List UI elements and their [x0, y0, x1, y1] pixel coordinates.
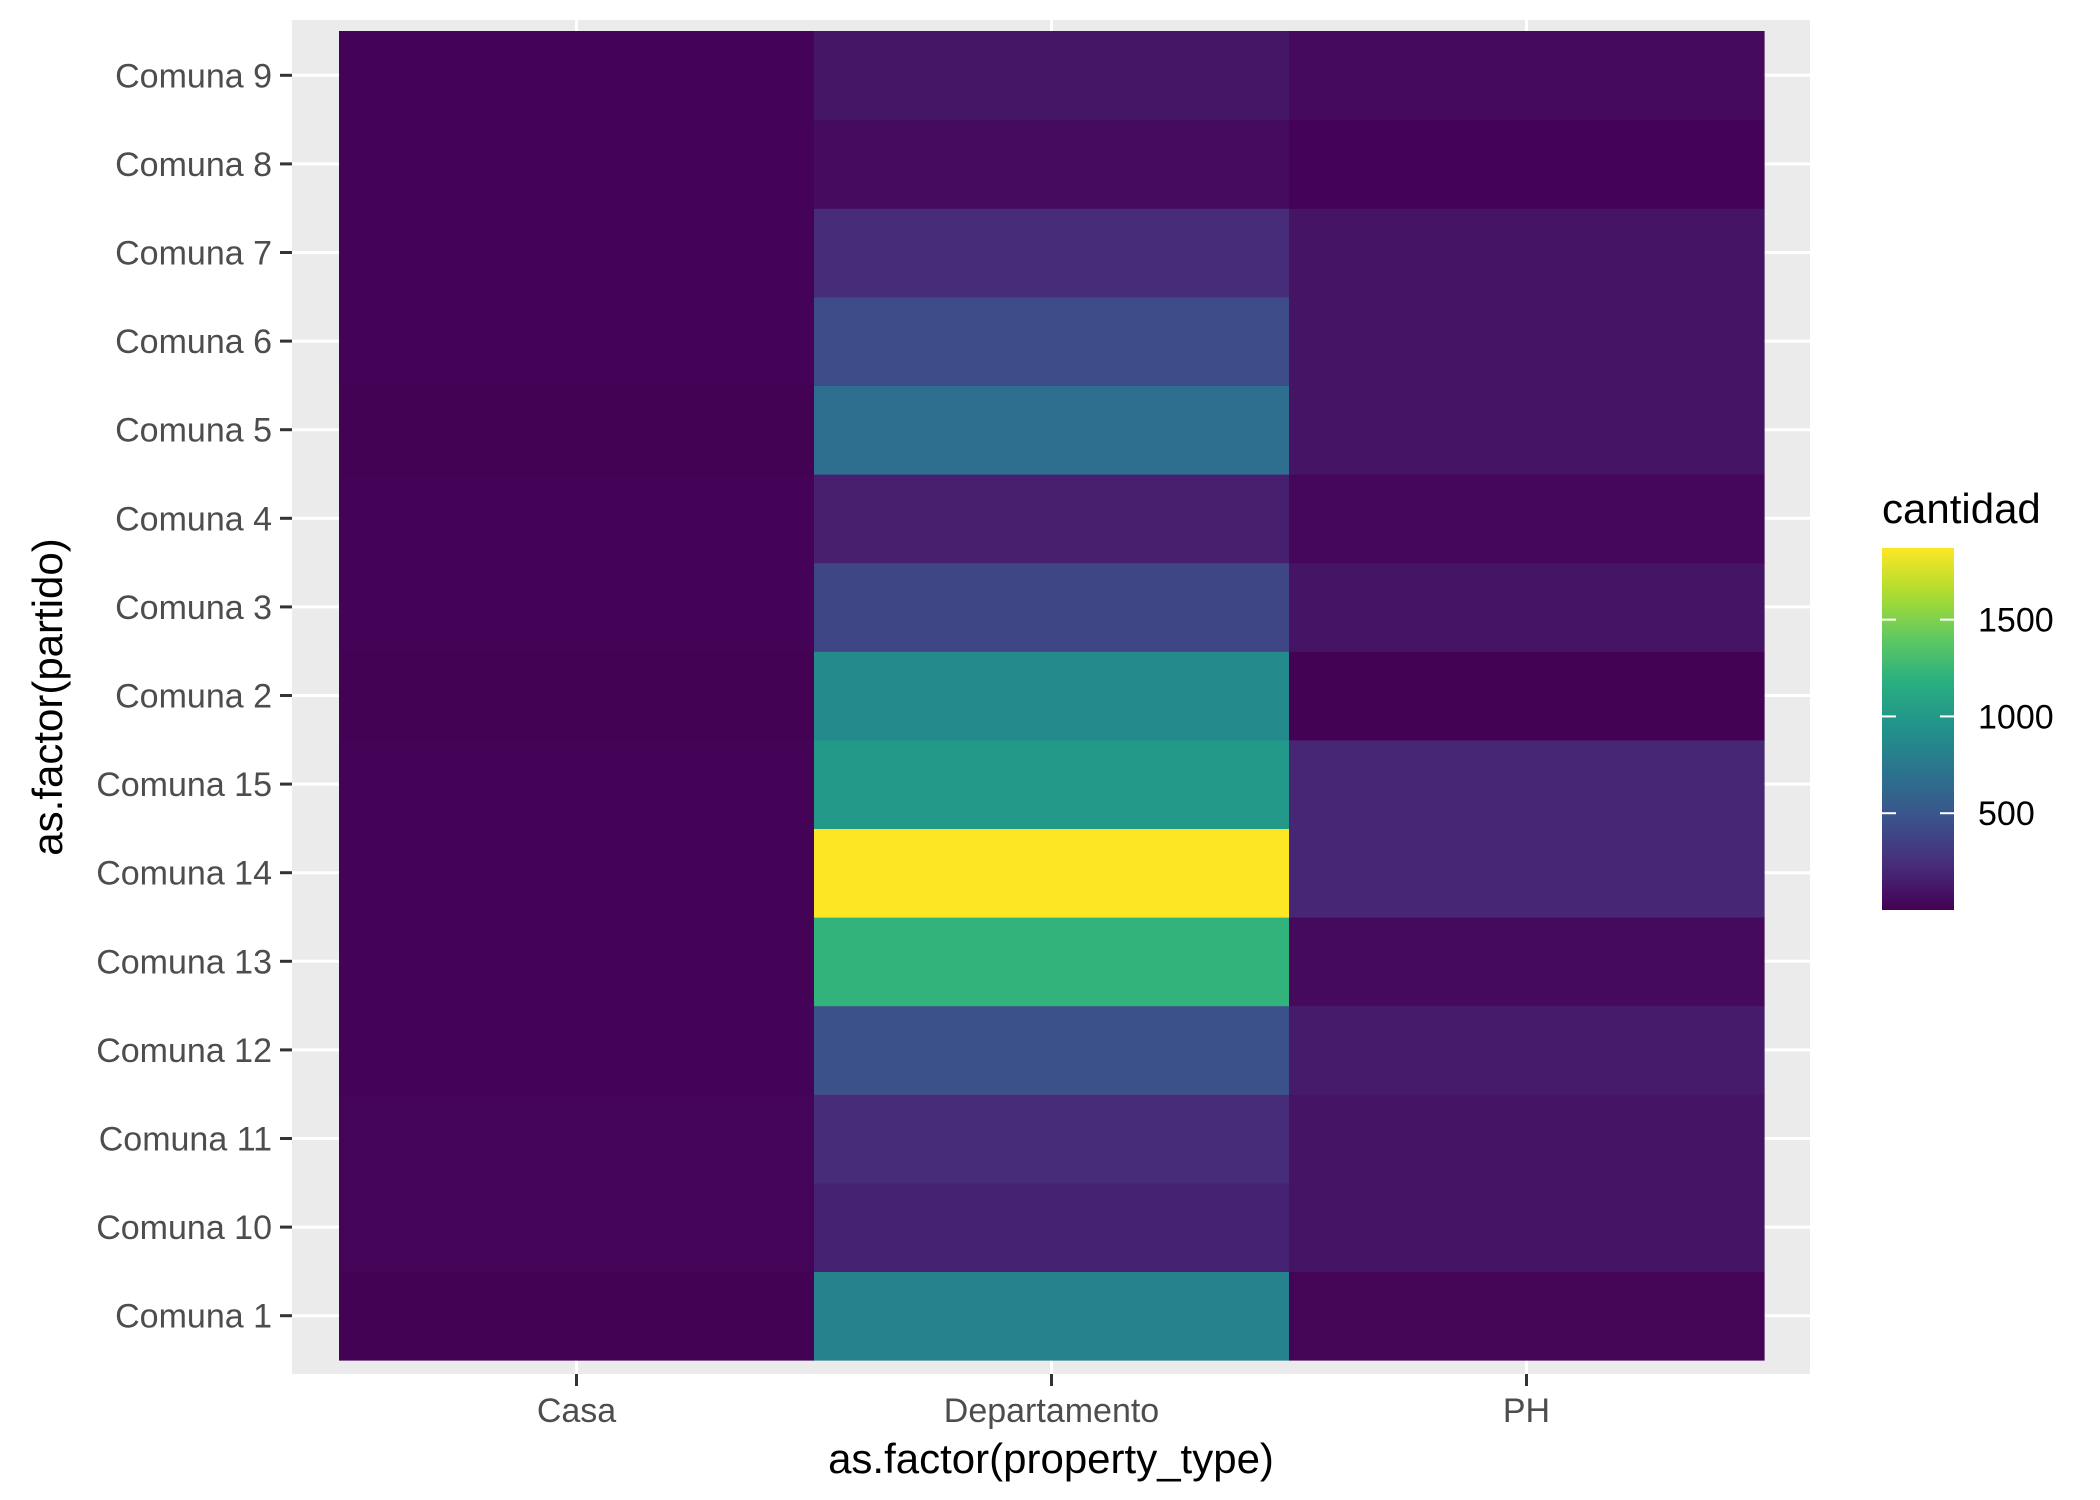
heatmap-tile	[1289, 917, 1765, 1007]
heatmap-tile	[814, 119, 1290, 209]
y-tick-label: Comuna 14	[96, 855, 272, 893]
heatmap-tile	[1289, 296, 1765, 386]
heatmap-tile	[1289, 208, 1765, 298]
heatmap-tile	[339, 1094, 815, 1184]
y-tick-label: Comuna 4	[115, 500, 272, 538]
x-axis: Casa Departamento PH	[537, 1374, 1550, 1430]
heatmap-tile	[814, 208, 1290, 298]
heatmap-tile	[339, 1271, 815, 1361]
legend-tick-label: 1500	[1978, 602, 2054, 640]
heatmap-tile	[814, 562, 1290, 652]
heatmap-tile	[339, 1005, 815, 1095]
y-tick-label: Comuna 7	[115, 235, 272, 273]
heatmap-tile	[339, 651, 815, 741]
heatmap-tile	[339, 739, 815, 829]
x-tick-label: Casa	[537, 1392, 616, 1430]
heatmap-tile	[339, 31, 815, 121]
heatmap-tile	[1289, 119, 1765, 209]
y-tick-label: Comuna 8	[115, 146, 272, 184]
heatmap-tile	[339, 474, 815, 564]
heatmap-tile	[1289, 474, 1765, 564]
heatmap-tile	[1289, 562, 1765, 652]
heatmap-tile	[1289, 385, 1765, 475]
heatmap-tile	[814, 1005, 1290, 1095]
y-tick-label: Comuna 6	[115, 323, 272, 361]
heatmap-tile	[1289, 828, 1765, 918]
heatmap-tile	[339, 1182, 815, 1272]
legend-ticks: 500 1000 1500	[1882, 602, 2054, 833]
heatmap-tile	[1289, 651, 1765, 741]
heatmap-tile	[814, 739, 1290, 829]
y-tick-label: Comuna 3	[115, 589, 272, 627]
heatmap-tile	[814, 1182, 1290, 1272]
y-tick-label: Comuna 12	[96, 1032, 272, 1070]
y-tick-label: Comuna 11	[99, 1121, 272, 1159]
y-tick-label: Comuna 15	[96, 766, 272, 804]
heatmap-tile	[814, 31, 1290, 121]
heatmap-tile	[339, 385, 815, 475]
heatmap-tile	[1289, 1271, 1765, 1361]
y-tick-label: Comuna 13	[96, 943, 272, 981]
y-tick-label: Comuna 5	[115, 412, 272, 450]
y-tick-label: Comuna 1	[115, 1298, 272, 1336]
heatmap-tile	[339, 917, 815, 1007]
heatmap-tile	[814, 474, 1290, 564]
heatmap-tile	[1289, 1182, 1765, 1272]
legend-colorbar	[1882, 548, 1954, 910]
x-axis-title: as.factor(property_type)	[828, 1435, 1274, 1482]
x-tick-label: PH	[1503, 1392, 1550, 1430]
heatmap-tile	[339, 562, 815, 652]
heatmap-tile	[814, 1094, 1290, 1184]
heatmap-tile	[1289, 1094, 1765, 1184]
legend-tick-label: 500	[1978, 795, 2035, 833]
heatmap-tile	[339, 296, 815, 386]
heatmap-tile	[814, 917, 1290, 1007]
heatmap-tile	[339, 208, 815, 298]
heatmap-tile	[1289, 1005, 1765, 1095]
heatmap-tile	[814, 1271, 1290, 1361]
heatmap-tile	[814, 828, 1290, 918]
y-tick-label: Comuna 9	[115, 57, 272, 95]
heatmap-tile	[814, 385, 1290, 475]
heatmap-tiles	[339, 31, 1765, 1361]
x-tick-label: Departamento	[944, 1392, 1159, 1430]
y-tick-label: Comuna 2	[115, 678, 272, 716]
legend-tick-label: 1000	[1978, 698, 2054, 736]
heatmap-tile	[814, 651, 1290, 741]
heatmap-tile	[814, 296, 1290, 386]
y-axis: Comuna 1 Comuna 10 Comuna 11 Comuna 12 Comun…	[96, 57, 292, 1336]
heatmap-tile	[1289, 31, 1765, 121]
heatmap-tile	[1289, 739, 1765, 829]
y-axis-title: as.factor(partido)	[24, 538, 71, 855]
heatmap-tile	[339, 828, 815, 918]
legend-title: cantidad	[1882, 485, 2041, 532]
y-tick-label: Comuna 10	[96, 1209, 272, 1247]
legend: cantidad 500 1000 1500	[1882, 485, 2054, 910]
heatmap-tile	[339, 119, 815, 209]
